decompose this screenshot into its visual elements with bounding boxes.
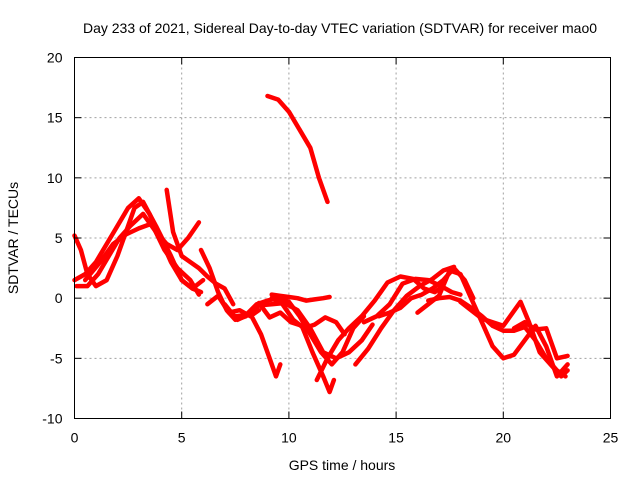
series-sat-e [164, 187, 236, 307]
y-tick-label: 15 [47, 110, 63, 126]
series-sat-u [511, 319, 570, 361]
series-sat-o [353, 264, 457, 367]
x-tick-label: 0 [71, 430, 79, 446]
series-sat-b [72, 196, 206, 291]
y-tick-label: 10 [47, 170, 63, 186]
y-tick-label: -5 [50, 350, 63, 366]
chart-title: Day 233 of 2021, Sidereal Day-to-day VTE… [83, 20, 597, 36]
ticks-layer: 0 5 10 15 20 25 -10 -5 0 5 10 15 20 [42, 50, 618, 446]
series-sat-t [458, 299, 570, 379]
series-sat-h [222, 301, 283, 379]
y-tick-label: 20 [47, 50, 63, 66]
series-sat-d [82, 221, 202, 297]
y-tick-label: 0 [55, 290, 63, 306]
y-axis-label: SDTVAR / TECUs [5, 182, 21, 294]
series-sat-l [269, 292, 332, 303]
series-sat-r [415, 268, 570, 379]
x-axis-label: GPS time / hours [289, 457, 396, 473]
grid-layer [74, 57, 611, 419]
x-tick-label: 15 [388, 430, 404, 446]
series-sat-i [233, 295, 367, 367]
x-tick-label: 10 [281, 430, 297, 446]
y-tick-label: -10 [42, 411, 62, 427]
x-tick-label: 5 [178, 430, 186, 446]
series-sat-s [426, 294, 568, 379]
series-sat-m [265, 93, 330, 205]
x-tick-label: 25 [603, 430, 619, 446]
series-sat-p [361, 276, 463, 325]
y-tick-label: 5 [55, 230, 63, 246]
series-sat-k [269, 295, 347, 337]
x-tick-label: 20 [496, 430, 512, 446]
series-layer [72, 93, 570, 395]
series-sat-n [314, 274, 446, 383]
